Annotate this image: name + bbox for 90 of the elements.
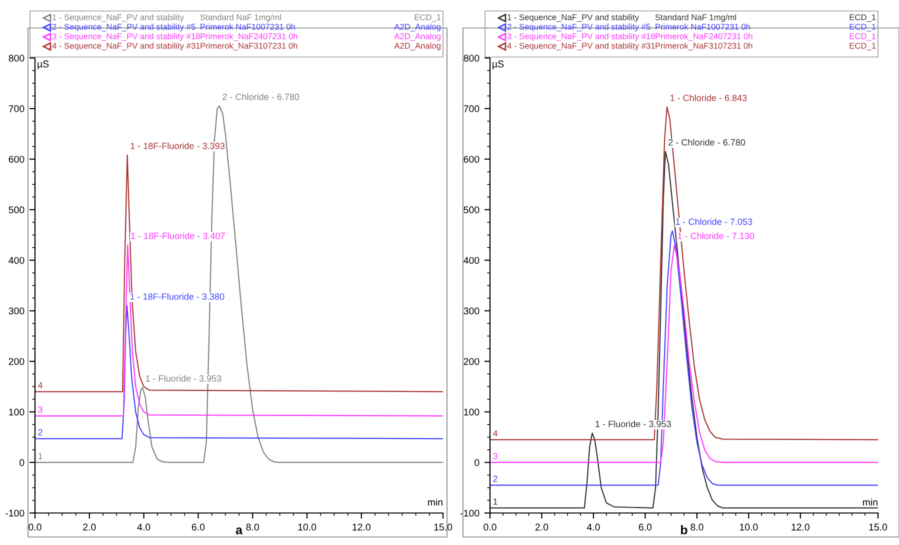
text: Primerok_NaF3107231 0h — [656, 42, 752, 50]
line-series — [35, 105, 443, 463]
annotation: 1 - Fluoride - 3.953 — [146, 375, 222, 382]
y-tick-label: 700 — [464, 105, 480, 112]
annotation: 1 - 18F-Fluoride - 3.407 — [131, 232, 225, 240]
annotation: 2 - Chloride - 6.780 — [668, 138, 746, 146]
text: a — [236, 528, 243, 534]
x-tick-label: 2.0 — [83, 524, 96, 531]
annotation: 2 - Chloride - 6.780 — [222, 93, 300, 100]
x-axis-title: min — [862, 498, 878, 506]
legend-label: 3 - Sequence_NaF_PV and stability #18 — [52, 33, 200, 41]
text: Standard NaF 1mg/ml — [655, 14, 736, 22]
legend-label: 1 - Sequence_NaF_PV and stability — [52, 14, 184, 22]
line-series — [35, 305, 443, 440]
text: Primerok NaF1007231 0h — [200, 24, 295, 30]
x-tick-label: 12.0 — [792, 524, 810, 531]
annotation: 1 - 18F-Fluoride - 3.393 — [130, 142, 225, 150]
legend-label: 1 - Sequence_NaF_PV and stability — [508, 14, 640, 22]
annotation: 1 — [493, 498, 498, 505]
y-tick-label: 100 — [464, 408, 480, 416]
y-tick-label: 800 — [8, 54, 24, 62]
annotation: 1 - Chloride - 7.053 — [676, 218, 752, 225]
annotation: 4 — [492, 430, 498, 436]
x-tick-label: 8.0 — [246, 524, 259, 531]
y-tick-label: 400 — [8, 256, 24, 264]
x-tick-label: 10.0 — [298, 524, 316, 531]
text: A2D_Analog — [394, 42, 440, 50]
annotation: 3 — [38, 406, 42, 413]
x-tick-label: 2.0 — [535, 524, 548, 531]
x-tick-label: 4.0 — [137, 524, 150, 531]
annotation: 1 - Chloride - 6.843 — [670, 94, 747, 102]
x-tick-label: 15.0 — [434, 524, 452, 531]
y-tick-label: 100 — [9, 408, 24, 416]
text: Primerok_NaF3107231 0h — [200, 42, 298, 50]
annotation: 1 - 18F-Fluoride - 3.380 — [130, 293, 224, 300]
x-tick-label: 4.0 — [586, 524, 600, 531]
legend-label: 2 - Sequence_NaF_PV and stability #5 — [52, 24, 196, 32]
x-tick-label: 8.0 — [690, 524, 704, 531]
text: A2D_Analog — [394, 33, 440, 41]
text: Primerok_NaF2407231 0h — [656, 33, 752, 41]
y-tick-label: 0 — [474, 459, 480, 466]
annotation: 4 — [38, 382, 43, 388]
text: ECD_1 — [850, 42, 876, 50]
y-tick-label: -100 — [6, 510, 24, 517]
legend-label: 4 - Sequence_NaF_PV and stability #31 — [52, 42, 200, 50]
text: ECD_1 — [414, 14, 441, 22]
annotation: 2 — [38, 429, 42, 436]
y-tick-label: 0 — [20, 459, 24, 466]
y-tick-label: 700 — [8, 105, 24, 112]
legend-label: 2 - Sequence_NaF_PV and stability #5 — [507, 24, 650, 32]
text: b — [681, 525, 688, 534]
y-tick-label: 200 — [464, 358, 480, 365]
text: Primerok_NaF2407231 0h — [200, 33, 298, 41]
annotation: 1 — [38, 452, 42, 460]
x-tick-label: 6.0 — [192, 524, 205, 531]
y-tick-label: 400 — [464, 256, 480, 264]
text: ECD_1 — [850, 24, 876, 32]
line-series — [490, 150, 878, 508]
y-tick-label: 500 — [464, 206, 480, 214]
legend-label: 4 - Sequence_NaF_PV and stability #31 — [507, 42, 655, 50]
y-tick-label: 600 — [8, 156, 24, 163]
line-series — [490, 106, 878, 440]
annotation: 3 — [493, 452, 498, 460]
x-tick-label: 0.0 — [484, 524, 496, 531]
x-tick-label: 10.0 — [740, 524, 758, 531]
x-tick-label: 0.0 — [28, 524, 42, 531]
y-tick-label: 200 — [8, 358, 24, 365]
y-tick-label: 300 — [464, 308, 480, 314]
line-series — [35, 244, 443, 416]
x-tick-label: 6.0 — [638, 524, 652, 531]
legend-label: 3 - Sequence_NaF_PV and stability #18 — [507, 33, 655, 41]
y-tick-label: 600 — [464, 156, 480, 163]
annotation: 1 - Chloride - 7.130 — [678, 232, 754, 240]
text: ECD_1 — [850, 14, 876, 22]
x-tick-label: 12.0 — [352, 524, 370, 531]
annotation: 2 — [493, 476, 498, 482]
annotation: 1 - Fluoride - 3.953 — [596, 420, 671, 428]
y-tick-label: 800 — [464, 54, 480, 62]
text: Standard NaF 1mg/ml — [200, 14, 281, 22]
x-tick-label: 15.0 — [869, 524, 888, 531]
x-axis-title: min — [428, 498, 442, 506]
y-axis-title: µS — [492, 60, 504, 70]
y-tick-label: 300 — [8, 308, 24, 314]
text: ECD_1 — [850, 33, 876, 41]
line-series — [35, 154, 443, 392]
y-axis-title: µS — [38, 60, 49, 70]
y-tick-label: -100 — [460, 510, 480, 517]
y-tick-label: 500 — [8, 206, 24, 214]
text: Primerok NaF1007231 0h — [656, 24, 750, 30]
text: A2D_Analog — [394, 24, 440, 32]
